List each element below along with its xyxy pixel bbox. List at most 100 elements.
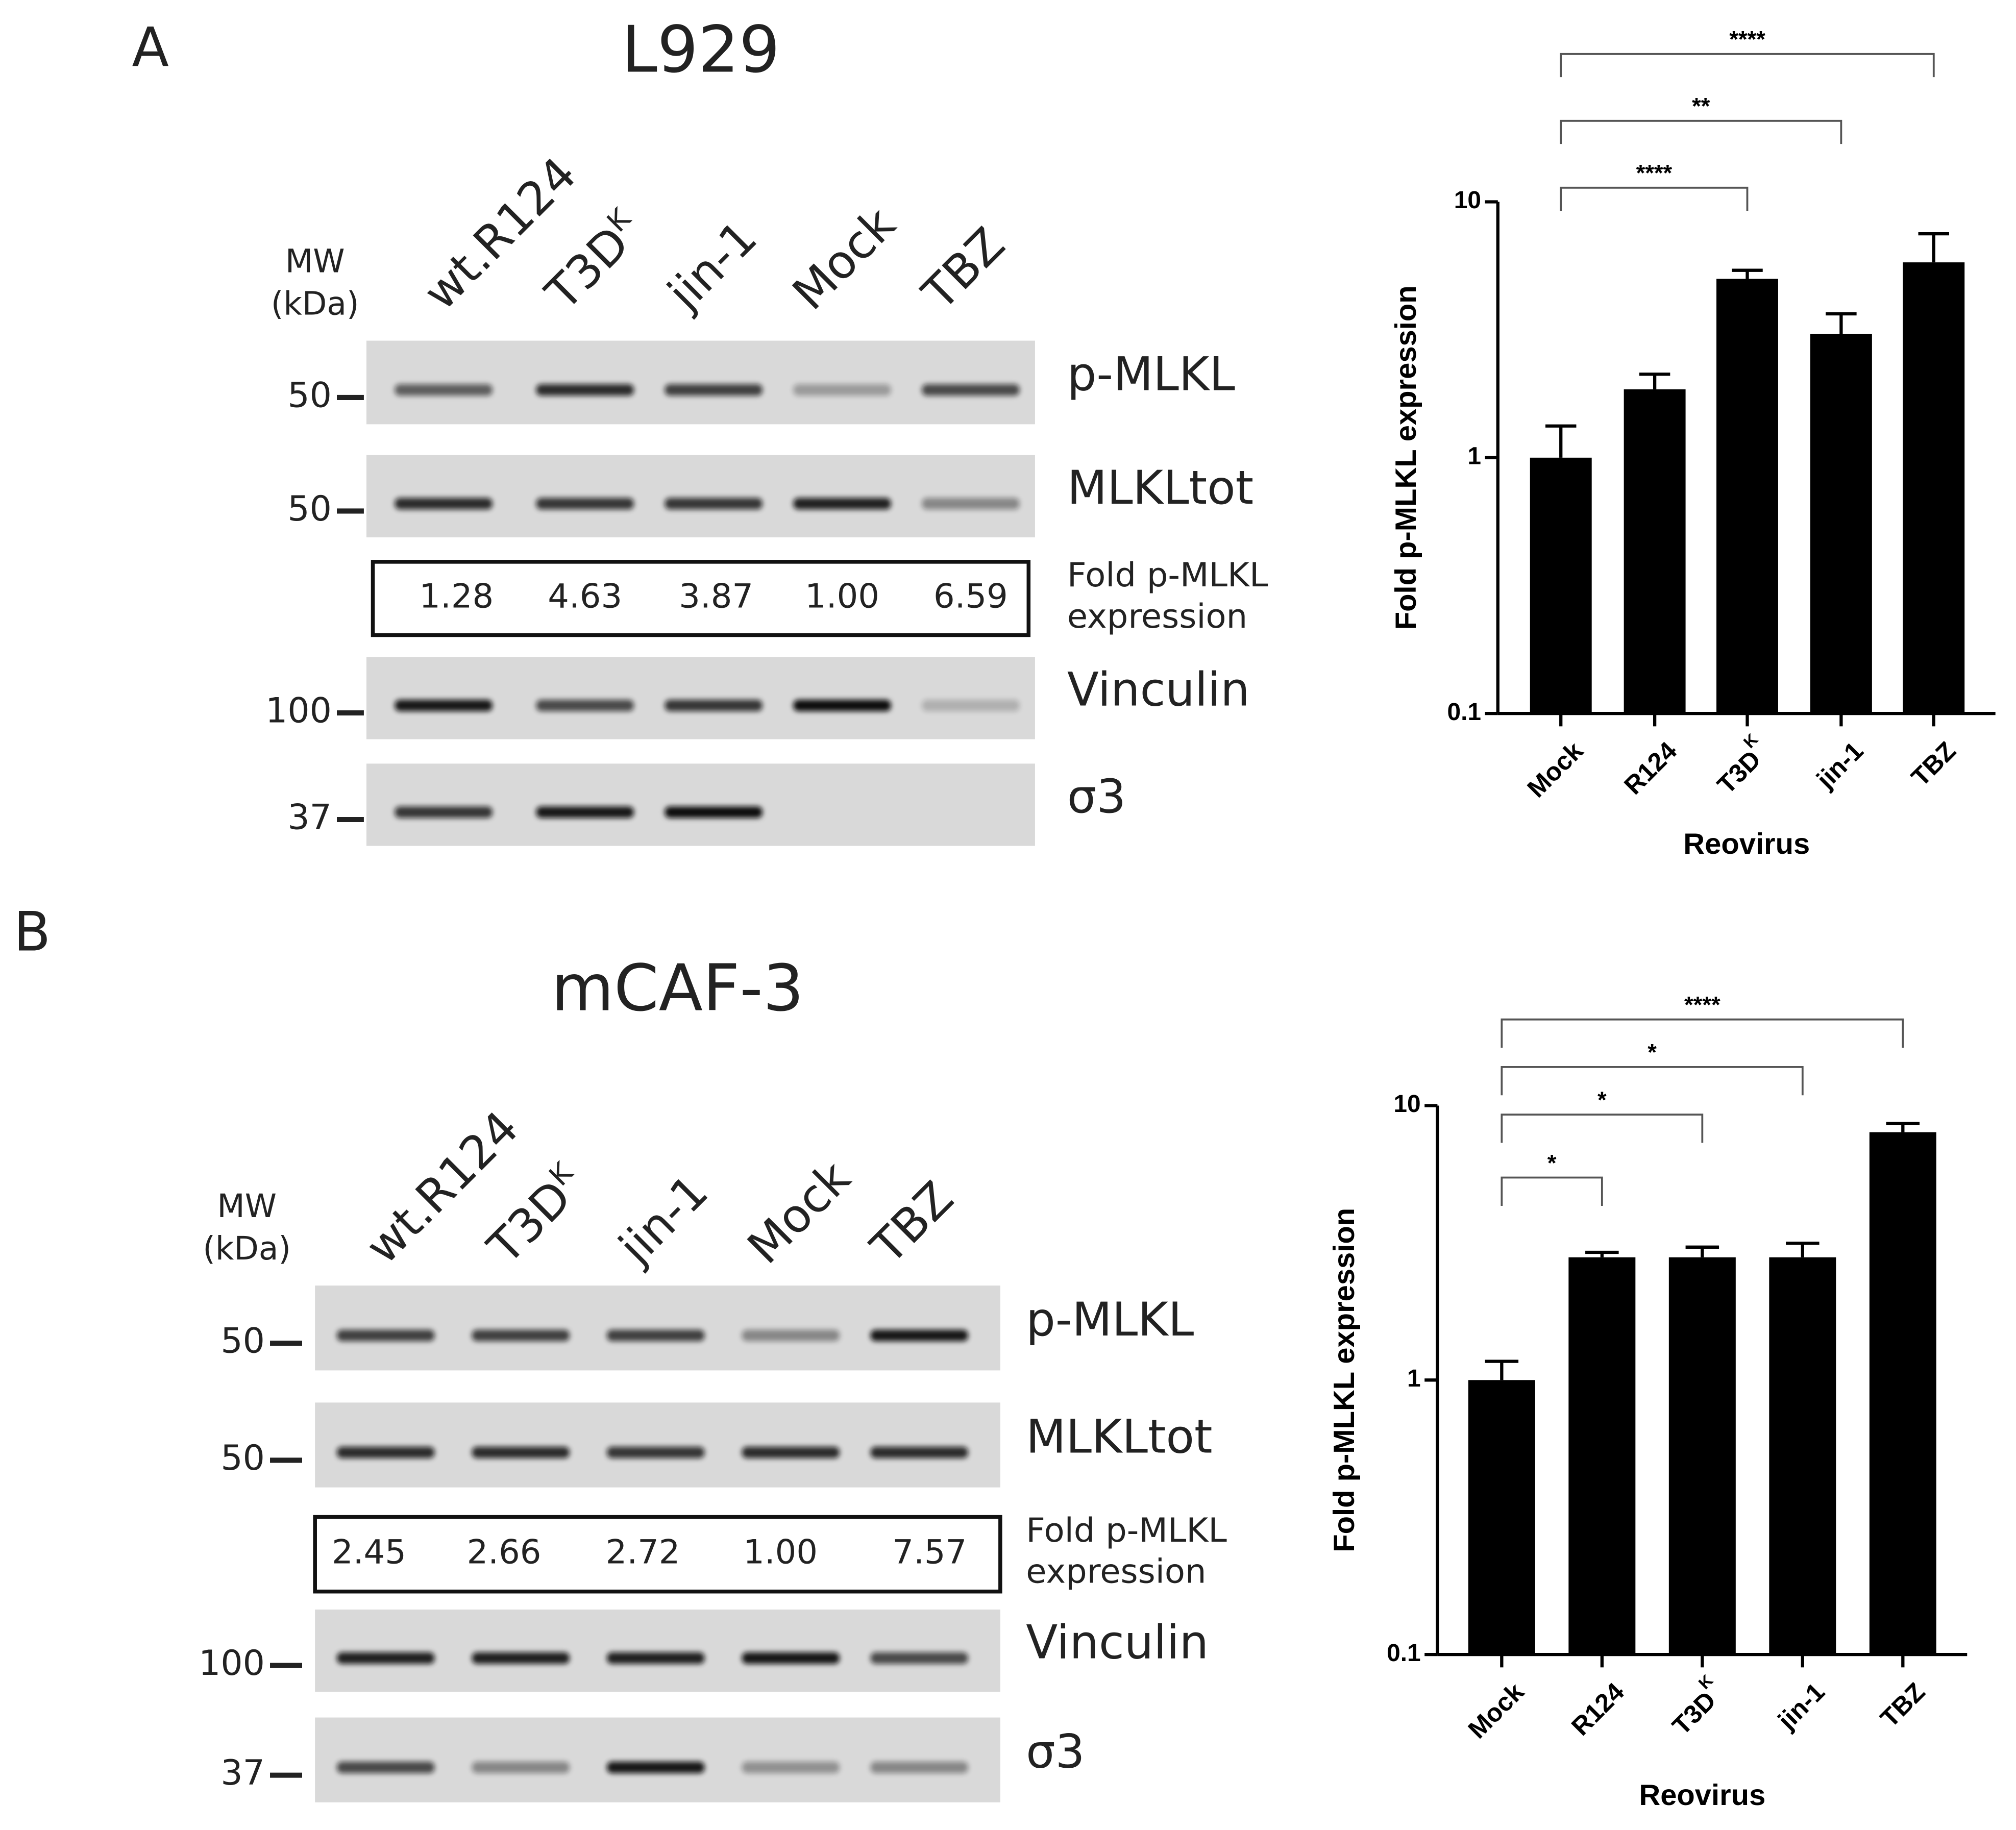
category-name: TBZ: [1875, 1677, 1931, 1733]
error-bar: [1886, 1122, 1920, 1132]
lane-label: TBZ: [861, 1172, 964, 1275]
x-tick-label-group: TBZ: [1905, 736, 1961, 792]
lane-name: Mock: [782, 197, 906, 320]
lane-name: TBZ: [912, 217, 1015, 320]
category-name: R124: [1565, 1677, 1629, 1741]
category-name: T3D: [1711, 745, 1766, 800]
x-tick-label-group: jin-1: [1810, 736, 1869, 794]
bar: [1624, 389, 1686, 714]
fold-value: 3.87: [679, 577, 753, 616]
blot-strip: [315, 1717, 1000, 1802]
lane-label-group: jin-1: [608, 1165, 719, 1275]
row-label: σ3: [1026, 1725, 1085, 1779]
y-tick-label: 1: [1407, 1365, 1421, 1392]
lane-label: jin-1: [608, 1165, 719, 1275]
fold-label: Fold p-MLKL: [1026, 1511, 1227, 1550]
mw-header: (kDa): [203, 1230, 291, 1267]
lane-label-group: Mock: [737, 1151, 861, 1274]
significance-label: ****: [1684, 992, 1720, 1018]
mw-label: 50: [220, 1321, 265, 1362]
band: [742, 1762, 840, 1773]
band: [395, 384, 493, 396]
mw-label: 100: [265, 690, 332, 731]
category-name: Mock: [1462, 1676, 1530, 1744]
lane-label: Mock: [737, 1151, 861, 1274]
significance-bracket: [1501, 1018, 1904, 1048]
band: [922, 700, 1020, 711]
band: [536, 498, 634, 510]
bar: [1568, 1257, 1636, 1655]
significance-bracket: [1501, 1114, 1704, 1143]
error-bar: [1826, 312, 1857, 334]
bar: [1903, 262, 1965, 714]
error-bar: [1732, 268, 1763, 279]
x-tick-label-group: jin-1: [1772, 1677, 1830, 1735]
significance-label: *: [1648, 1040, 1657, 1066]
error-bar: [1918, 232, 1950, 263]
mw-header: MW: [217, 1188, 277, 1225]
error-bar: [1685, 1245, 1719, 1257]
error-bar: [1485, 1359, 1519, 1380]
category-name: jin-1: [1810, 736, 1869, 794]
category-name: TBZ: [1905, 736, 1961, 792]
x-tick-label: jin-1: [1810, 736, 1869, 794]
bar: [1530, 457, 1592, 714]
x-tick-label: R124: [1565, 1677, 1629, 1741]
x-tick-label-group: TBZ: [1875, 1677, 1931, 1733]
bar: [1869, 1132, 1936, 1655]
band: [793, 384, 891, 396]
blot-strip: [366, 763, 1035, 846]
bar: [1769, 1257, 1836, 1655]
band: [665, 806, 763, 818]
band: [665, 498, 763, 510]
fold-label: expression: [1067, 597, 1247, 636]
mw-label: 37: [287, 798, 332, 838]
row-label: σ3: [1067, 770, 1126, 824]
band: [793, 700, 891, 711]
significance-label: **: [1692, 93, 1710, 119]
mw-header: MW: [285, 243, 345, 280]
fold-box: [371, 560, 1031, 637]
bar: [1668, 1257, 1736, 1655]
fold-value: 1.00: [743, 1533, 818, 1572]
bar: [1810, 334, 1872, 714]
row-label: MLKLtot: [1026, 1410, 1212, 1464]
row-label: p-MLKL: [1026, 1293, 1194, 1347]
band: [472, 1329, 570, 1342]
band: [337, 1446, 435, 1458]
mw-header: (kDa): [271, 285, 359, 323]
x-tick-label: Mock: [1462, 1676, 1530, 1744]
band: [607, 1762, 705, 1773]
band: [870, 1762, 968, 1773]
band: [665, 384, 763, 396]
fold-value: 6.59: [933, 577, 1008, 616]
band: [395, 806, 493, 818]
significance-label: ****: [1636, 160, 1673, 186]
band: [665, 700, 763, 711]
lane-label: TBZ: [912, 217, 1015, 320]
lane-label-group: T3DK: [478, 1156, 582, 1275]
significance-label: *: [1597, 1087, 1607, 1113]
significance-bracket: [1501, 1176, 1603, 1206]
fold-value: 1.28: [419, 577, 494, 616]
band: [870, 1446, 968, 1458]
bar: [1468, 1380, 1535, 1655]
band: [607, 1329, 705, 1342]
band: [536, 806, 634, 818]
blot-strip: [315, 1285, 1000, 1371]
mw-label: 100: [199, 1643, 265, 1684]
blot-strip: [315, 1609, 1000, 1692]
lane-name: TBZ: [861, 1172, 964, 1275]
band: [536, 384, 634, 396]
y-tick-label: 0.1: [1387, 1640, 1421, 1667]
fold-value: 2.72: [606, 1533, 680, 1572]
band: [337, 1762, 435, 1773]
row-label: MLKLtot: [1067, 461, 1253, 515]
row-label: p-MLKL: [1067, 348, 1235, 401]
blot-strip: [366, 340, 1035, 425]
y-axis-label: Fold p-MLKL expression: [1390, 285, 1422, 630]
significance-label: ****: [1729, 27, 1765, 53]
